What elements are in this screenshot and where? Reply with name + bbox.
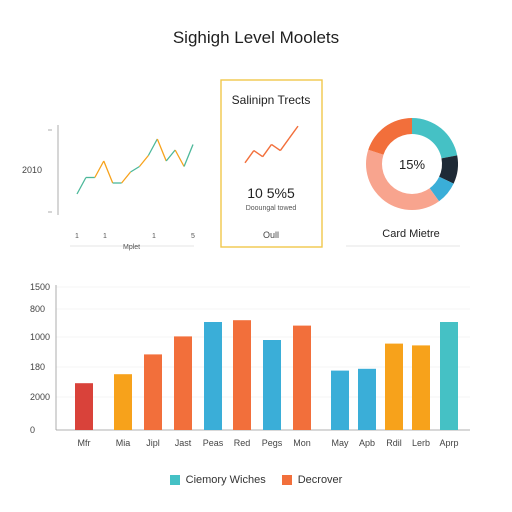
y-tick-label: 2000 xyxy=(30,392,50,402)
x-tick-label: Jast xyxy=(175,438,192,448)
card-value: 10 5%5 xyxy=(247,185,295,201)
legend-swatch xyxy=(169,475,180,485)
line-segment xyxy=(253,149,264,158)
line-segment xyxy=(271,143,281,152)
y-tick-label: 0 xyxy=(30,425,35,435)
x-tick-label: Jipl xyxy=(146,438,160,448)
bar xyxy=(114,374,132,430)
y-tick-label: 2010 xyxy=(22,165,42,175)
line-segment xyxy=(183,144,194,167)
line-segment xyxy=(130,165,140,173)
bar xyxy=(204,322,222,430)
x-tick-label: 1 xyxy=(75,233,79,240)
page-title: Sighigh Level Moolets xyxy=(172,28,340,47)
card-footer: Oull xyxy=(263,230,279,240)
legend-item: Ciemory Wiches xyxy=(169,474,266,486)
x-tick-label: Aprp xyxy=(439,438,458,448)
card-title: Salinipn Trects xyxy=(232,93,311,107)
bar xyxy=(263,340,281,430)
line-segment xyxy=(76,177,87,195)
y-tick-label: 180 xyxy=(30,362,45,372)
bar xyxy=(358,368,376,430)
pie-slice xyxy=(412,118,458,159)
x-tick-label: 5 xyxy=(191,233,195,240)
line-segment xyxy=(174,149,185,167)
line-segment xyxy=(279,137,290,151)
x-tick-label: Apb xyxy=(359,438,375,448)
y-tick-label: 1000 xyxy=(30,332,50,342)
donut-center-label: 15% xyxy=(399,157,425,172)
bar xyxy=(293,325,311,430)
x-tick-label: Pegs xyxy=(262,438,283,448)
x-tick-label: 1 xyxy=(103,233,107,240)
donut-caption: Card Mietre xyxy=(382,228,439,240)
pie-slice xyxy=(366,149,440,210)
card-border xyxy=(220,79,323,248)
line-segment xyxy=(94,160,105,178)
x-tick-label: Rdil xyxy=(386,438,402,448)
bar xyxy=(233,320,251,430)
legend-item: Decrover xyxy=(281,474,343,486)
legend-label: Decrover xyxy=(297,474,343,486)
line-segment xyxy=(244,150,255,164)
line-segment xyxy=(262,144,273,158)
x-tick-label: May xyxy=(331,438,349,448)
x-tick-label: 1 xyxy=(152,233,156,240)
bar xyxy=(412,345,430,430)
bar xyxy=(331,370,349,430)
legend-label: Ciemory Wiches xyxy=(185,474,266,486)
line-segment xyxy=(147,138,158,156)
bar xyxy=(440,322,458,430)
pie-slice xyxy=(368,118,412,155)
x-tick-label: Mfr xyxy=(78,438,91,448)
card-subtitle: Dooungal towed xyxy=(246,205,297,212)
x-axis-label: Mplet xyxy=(123,244,140,251)
x-tick-label: Mia xyxy=(116,438,131,448)
bar-chart-legend: Ciemory Wiches Decrover xyxy=(0,474,512,486)
pie-slice xyxy=(429,176,454,202)
line-segment xyxy=(138,155,149,167)
bar xyxy=(75,383,93,430)
y-tick-label: 1500 xyxy=(30,282,50,292)
x-tick-label: Mon xyxy=(293,438,311,448)
x-tick-label: Peas xyxy=(203,438,224,448)
line-segment xyxy=(156,138,167,162)
legend-swatch xyxy=(281,475,292,485)
line-segment xyxy=(165,149,176,162)
bar xyxy=(144,354,162,430)
y-tick-label: 800 xyxy=(30,304,45,314)
bar xyxy=(385,343,403,430)
bar xyxy=(174,336,192,430)
x-tick-label: Red xyxy=(234,438,251,448)
pie-slice xyxy=(439,155,459,184)
line-segment xyxy=(103,160,114,184)
x-tick-label: Lerb xyxy=(412,438,430,448)
line-segment xyxy=(121,171,132,184)
line-segment xyxy=(288,125,299,139)
